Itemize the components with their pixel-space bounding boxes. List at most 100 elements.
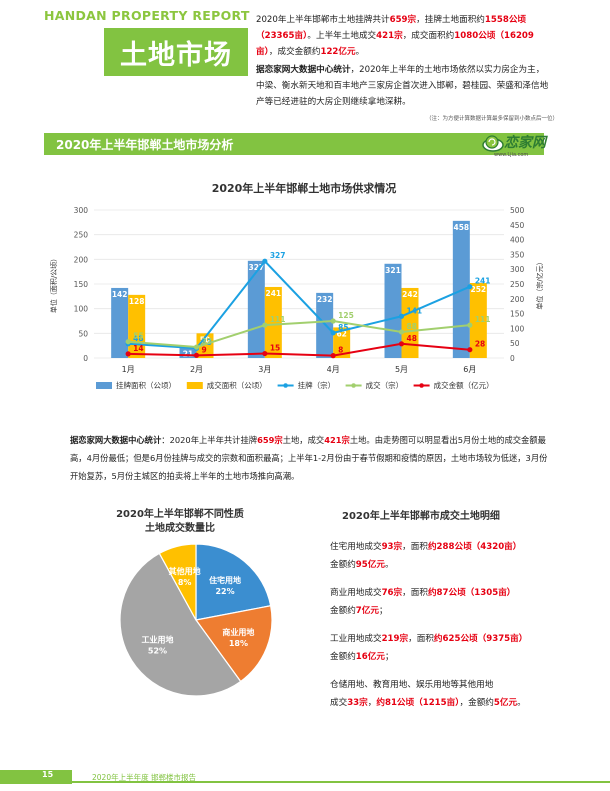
- legend-swatch: [96, 382, 112, 389]
- y-tick-label-left: 50: [78, 329, 88, 338]
- detail-count: 93宗: [381, 542, 403, 552]
- pie-slice-value: 18%: [229, 639, 248, 648]
- detail-text: 住宅用地成交: [330, 542, 382, 552]
- bar-data-label: 142: [112, 290, 128, 299]
- analysis-paragraph: 据恋家网大数据中心统计：2020年上半年共计挂牌659宗土地，成交421宗土地。…: [70, 431, 552, 485]
- line-data-label: 9: [202, 345, 207, 354]
- legend-label: 成交金额（亿元）: [434, 380, 494, 390]
- detail-item-commercial: 商业用地成交76宗，面积约87公顷（1305亩） 金额约7亿元；: [312, 584, 572, 620]
- line-data-label: 28: [475, 340, 485, 349]
- line-point: [398, 313, 405, 319]
- detail-text: 工业用地成交: [330, 634, 382, 644]
- brand-url: www.Ljia.com: [494, 152, 529, 158]
- intro-text-span: 2020年上半年邯郸市土地挂牌共计: [256, 15, 390, 25]
- legend-label: 挂牌（宗）: [298, 380, 336, 390]
- sold-area: 1080公顷（16209亩）: [256, 31, 534, 57]
- bar: [196, 333, 214, 358]
- y-tick-label-right: 450: [510, 221, 525, 230]
- y-tick-label-right: 300: [510, 265, 525, 274]
- intro-text-span: ，2020年上半年的土地市场依然以实力房企为主，中梁、衡水新天地和百丰地产三家房…: [256, 65, 549, 107]
- detail-amount: 16亿元: [355, 652, 385, 662]
- bar: [179, 347, 197, 358]
- line-data-label: 48: [133, 334, 143, 343]
- line-data-label: 111: [270, 315, 286, 324]
- pie-slice-label: 工业用地: [141, 634, 173, 644]
- y-tick-label-right: 150: [510, 310, 525, 319]
- y-tick-label-left: 150: [74, 280, 89, 289]
- page-title: 土地市场: [104, 28, 248, 76]
- y-tick-label-right: 250: [510, 280, 525, 289]
- listed-count: 659宗: [389, 15, 417, 25]
- detail-amount: 95亿元: [355, 560, 385, 570]
- detail-item-industrial: 工业用地成交219宗，面积约625公顷（9375亩） 金额约16亿元；: [312, 630, 572, 666]
- detail-text: 商业用地成交: [330, 588, 382, 598]
- pie-slice-label: 住宅用地: [209, 575, 241, 585]
- detail-title: 2020年上半年邯郸市成交土地明细: [342, 511, 500, 522]
- supply-demand-chart: 2020年上半年邯郸土地市场供求情况 0 50 100 150 200 250 300 0 50 1…: [49, 181, 544, 390]
- intro-text-span: ，成交金额约: [268, 47, 321, 57]
- y-axis-label-right: 单位（宗/亿元）: [535, 258, 544, 309]
- line-point: [193, 352, 200, 358]
- line-data-label: 241: [475, 277, 491, 286]
- legend-label: 成交（宗）: [366, 380, 404, 390]
- intro-text-span: 。上半年土地成交: [307, 31, 377, 41]
- legend-marker: [419, 383, 424, 388]
- sold-amount: 122亿元: [320, 47, 356, 57]
- detail-item-other: 仓储用地、教育用地、娱乐用地等其他用地 成交33宗，约81公顷（1215亩），金…: [312, 676, 572, 712]
- intro-paragraph-2: 据恋家网大数据中心统计，2020年上半年的土地市场依然以实力房企为主，中梁、衡水…: [256, 62, 552, 110]
- report-english-title: HANDAN PROPERTY REPORT: [44, 8, 250, 23]
- y-tick-label-left: 200: [74, 255, 89, 264]
- line-data-label: 125: [338, 311, 354, 320]
- detail-text: ，: [367, 698, 377, 708]
- bar: [333, 327, 351, 358]
- bar: [111, 287, 129, 358]
- pie-slice-label: 商业用地: [222, 627, 254, 637]
- pie-slice: [195, 543, 272, 621]
- page-number: 15: [0, 770, 72, 784]
- x-tick-label: 6月: [463, 365, 476, 374]
- line-data-label: 8: [338, 346, 343, 355]
- brand-logo: 恋家网: [482, 132, 546, 152]
- line-point: [330, 330, 336, 336]
- bar-data-label: 50: [200, 335, 210, 344]
- x-tick-label: 5月: [395, 365, 408, 374]
- detail-text: 成交: [330, 698, 348, 708]
- detail-text: 。: [384, 560, 394, 570]
- legend-label: 挂牌面积（公顷）: [116, 380, 176, 390]
- bar-data-label: 252: [471, 285, 487, 294]
- bar-data-label: 21: [183, 350, 193, 359]
- legend-label: 成交面积（公顷）: [207, 380, 267, 390]
- bar-data-label: 327: [249, 263, 265, 272]
- snail-icon: [482, 135, 504, 152]
- intro-text-span: ，挂牌土地面积约: [416, 15, 485, 25]
- para-text: ：2020年上半年共计挂牌: [161, 435, 258, 445]
- footer-text: 2020年上半年度 邯郸楼市报告: [92, 773, 196, 782]
- detail-text: ，面积: [402, 542, 428, 552]
- line-data-label: 14: [133, 344, 143, 353]
- bar-data-label: 242: [402, 290, 418, 299]
- legend-swatch: [186, 382, 203, 389]
- land-type-pie-chart: 住宅用地 22% 商业用地 18% 工业用地 52% 其他用地 8%: [119, 543, 273, 697]
- detail-area: 约87公顷（1305亩）: [427, 588, 516, 598]
- y-tick-label-left: 0: [83, 354, 88, 363]
- data-source-label: 据恋家网大数据中心统计: [70, 435, 162, 445]
- bar: [401, 287, 419, 358]
- pie-slice: [119, 552, 242, 697]
- pie-slice: [158, 543, 197, 621]
- detail-text: ；: [384, 652, 394, 662]
- bar-data-label: 128: [129, 297, 145, 306]
- bar: [247, 260, 265, 358]
- line-data-label: 85: [338, 323, 348, 332]
- footer-line: [0, 781, 610, 783]
- line-point: [467, 322, 473, 328]
- land-detail-panel: 2020年上半年邯郸市成交土地明细 住宅用地成交93宗，面积约288公顷（432…: [312, 508, 572, 722]
- bar: [384, 263, 402, 358]
- pie-slice-value: 8%: [178, 578, 192, 587]
- line-point: [262, 322, 268, 328]
- detail-text: ，金额约: [459, 698, 494, 708]
- bar: [469, 283, 487, 358]
- line-point: [398, 329, 405, 335]
- y-tick-label-right: 350: [510, 250, 525, 259]
- para-text: 土地。由走势图可以明显看出5月份土地的成交金额最高，4月份最低；但是6月份挂牌与…: [70, 435, 548, 481]
- bar-data-label: 458: [454, 223, 470, 232]
